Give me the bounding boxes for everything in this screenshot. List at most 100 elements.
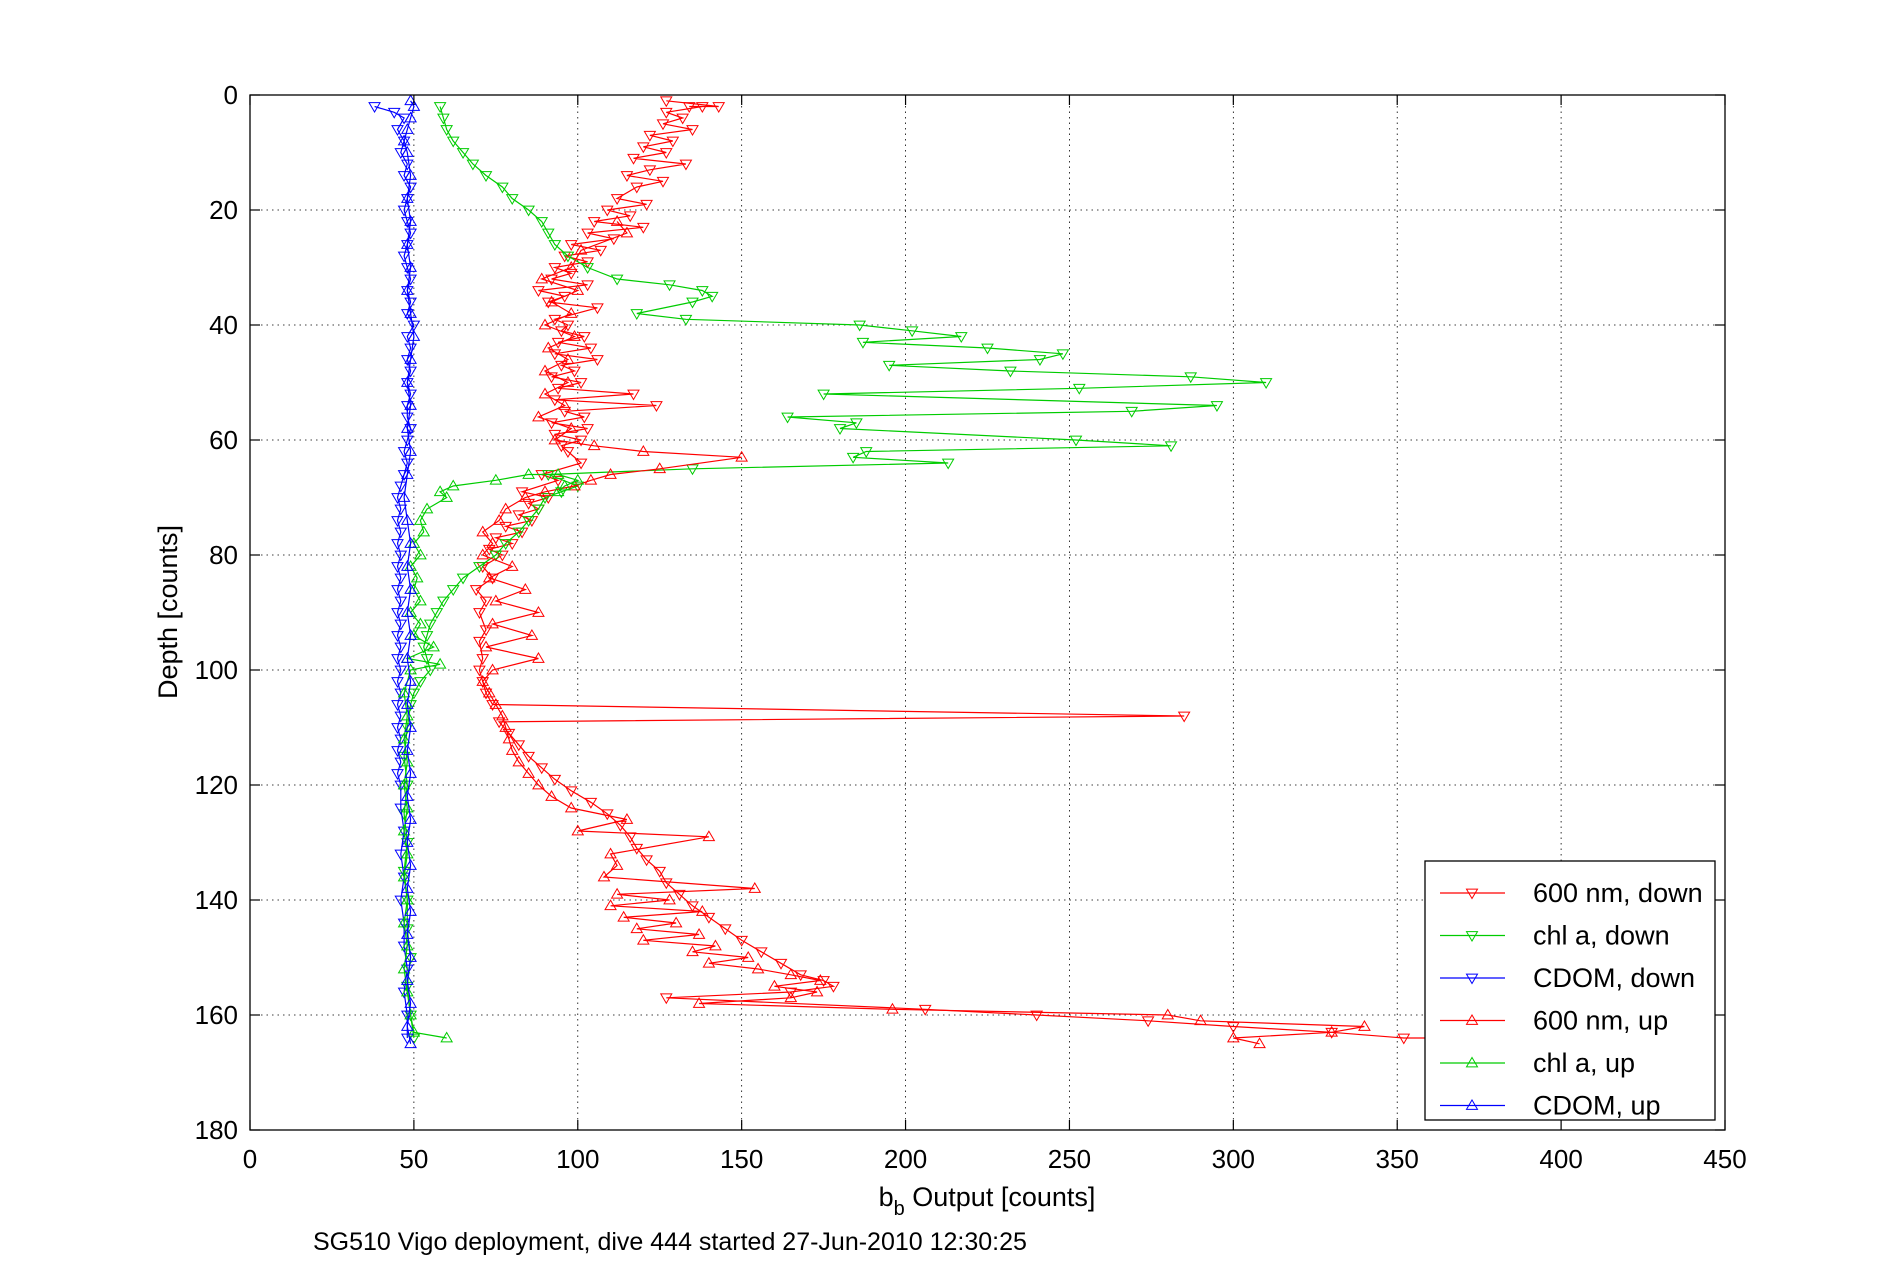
data-point bbox=[686, 901, 699, 913]
x-axis-title-subscript: b bbox=[894, 1198, 905, 1220]
data-point bbox=[400, 309, 414, 320]
data-point bbox=[686, 297, 699, 309]
data-point bbox=[423, 619, 437, 631]
data-point bbox=[558, 399, 572, 410]
data-point bbox=[414, 594, 427, 606]
data-point bbox=[604, 899, 617, 911]
data-point bbox=[561, 353, 575, 364]
data-point bbox=[581, 228, 594, 240]
data-point bbox=[686, 464, 699, 476]
legend-entry: 600 nm, up bbox=[1440, 1006, 1668, 1036]
data-point bbox=[1397, 1033, 1411, 1045]
data-point bbox=[686, 945, 699, 957]
data-point bbox=[571, 824, 585, 836]
data-point bbox=[623, 211, 637, 223]
data-point bbox=[400, 514, 414, 525]
data-point bbox=[784, 991, 798, 1003]
data-point bbox=[564, 307, 578, 318]
data-point bbox=[456, 573, 470, 585]
data-point bbox=[473, 636, 486, 648]
data-point bbox=[600, 205, 614, 217]
data-point bbox=[394, 481, 408, 493]
data-point bbox=[400, 801, 414, 813]
legend-label: chl a, down bbox=[1533, 921, 1670, 951]
data-point bbox=[617, 910, 631, 922]
data-point bbox=[397, 916, 411, 928]
data-point bbox=[473, 562, 486, 573]
data-point bbox=[810, 985, 824, 997]
data-point bbox=[394, 596, 408, 608]
data-point bbox=[1194, 1014, 1207, 1026]
data-point bbox=[695, 286, 709, 297]
data-point bbox=[1125, 406, 1139, 418]
data-point bbox=[1325, 1027, 1339, 1039]
data-point bbox=[630, 309, 644, 320]
data-point bbox=[686, 125, 699, 136]
data-point bbox=[574, 435, 588, 447]
x-tick-label: 300 bbox=[1212, 1144, 1255, 1174]
series-line bbox=[374, 105, 415, 1038]
data-point bbox=[663, 893, 676, 905]
data-point bbox=[525, 629, 539, 640]
data-point bbox=[394, 550, 408, 562]
data-point bbox=[394, 665, 408, 677]
data-point bbox=[568, 330, 581, 341]
data-point bbox=[397, 136, 411, 148]
x-tick-label: 250 bbox=[1048, 1144, 1091, 1174]
data-point bbox=[391, 539, 404, 550]
data-point bbox=[548, 774, 562, 786]
data-point bbox=[581, 263, 594, 274]
data-point bbox=[404, 859, 417, 870]
data-point bbox=[545, 790, 558, 801]
data-point bbox=[636, 445, 650, 456]
data-point bbox=[532, 410, 545, 422]
data-point bbox=[404, 274, 417, 286]
data-point bbox=[561, 251, 575, 263]
data-point bbox=[702, 912, 716, 924]
x-axis-title: bb Output [counts] bbox=[879, 1182, 1096, 1220]
data-point bbox=[630, 182, 644, 194]
data-point bbox=[404, 675, 417, 686]
data-point bbox=[610, 859, 624, 870]
data-point bbox=[400, 376, 414, 387]
data-point bbox=[394, 734, 408, 746]
data-point bbox=[397, 962, 411, 974]
data-point bbox=[584, 473, 598, 485]
data-point bbox=[394, 642, 408, 654]
data-point bbox=[712, 102, 726, 113]
data-point bbox=[1226, 1022, 1240, 1033]
data-point bbox=[663, 280, 676, 292]
data-point bbox=[781, 412, 794, 424]
data-point bbox=[404, 389, 417, 401]
data-point bbox=[420, 631, 434, 642]
data-point bbox=[391, 585, 404, 596]
data-point bbox=[659, 878, 673, 890]
data-point bbox=[538, 364, 552, 376]
data-point bbox=[407, 330, 421, 341]
data-point bbox=[564, 422, 578, 433]
data-point bbox=[492, 717, 506, 729]
data-point bbox=[394, 573, 408, 585]
data-point bbox=[659, 993, 673, 1005]
y-tick-label: 0 bbox=[224, 80, 238, 110]
data-point bbox=[407, 100, 421, 111]
data-point bbox=[535, 272, 549, 284]
data-point bbox=[499, 502, 513, 514]
data-point bbox=[620, 171, 634, 182]
data-point bbox=[620, 226, 634, 238]
data-point bbox=[827, 981, 840, 993]
data-point bbox=[1069, 435, 1083, 447]
data-point bbox=[748, 882, 762, 893]
data-point bbox=[577, 332, 591, 343]
data-point bbox=[610, 194, 624, 205]
data-point bbox=[496, 550, 509, 562]
data-point bbox=[682, 102, 696, 113]
data-point bbox=[656, 119, 670, 131]
data-point bbox=[833, 424, 847, 435]
data-point bbox=[551, 475, 565, 487]
data-point bbox=[558, 406, 572, 418]
data-point bbox=[741, 951, 755, 962]
data-point bbox=[417, 525, 431, 537]
data-point bbox=[1004, 366, 1017, 378]
data-point bbox=[581, 257, 594, 269]
